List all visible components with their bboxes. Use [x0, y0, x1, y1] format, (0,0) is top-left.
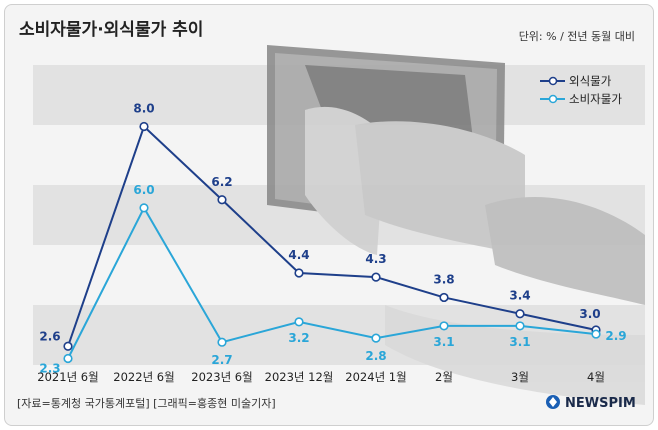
- data-label: 2.6: [39, 329, 60, 343]
- data-label: 2.7: [211, 353, 232, 367]
- x-tick-label: 2022년 6월: [113, 370, 174, 384]
- x-tick-label: 2023년 12월: [265, 370, 334, 384]
- data-label: 4.4: [288, 248, 309, 262]
- source-note: [자료=통계청 국가통계포털] [그래픽=홍종현 미술기자]: [17, 396, 276, 410]
- data-point: [515, 321, 525, 331]
- legend-marker-dining: [548, 76, 558, 86]
- title-group: 소비자물가·외식물가 추이 단위: % / 전년 동월 대비: [19, 20, 635, 43]
- legend-label-dining: 외식물가: [569, 74, 612, 88]
- x-tick-label: 2024년 1월: [345, 370, 406, 384]
- x-axis-ticks: 2021년 6월 2022년 6월 2023년 6월 2023년 12월 2024년 1…: [37, 370, 605, 384]
- x-tick-label: 2023년 6월: [191, 370, 252, 384]
- data-point: [439, 292, 449, 303]
- data-label: 2.9: [605, 329, 626, 343]
- x-tick-label: 3월: [511, 370, 529, 384]
- unit-label: 단위: % / 전년 동월 대비: [519, 30, 635, 43]
- data-label: 3.0: [579, 307, 600, 321]
- data-point: [294, 268, 304, 278]
- data-point: [139, 203, 149, 213]
- x-tick-label: 2021년 6월: [37, 370, 98, 384]
- chart-title: 소비자물가·외식물가 추이: [19, 20, 203, 40]
- data-point: [217, 337, 227, 347]
- data-point: [63, 353, 73, 364]
- data-label: 3.1: [509, 335, 530, 349]
- data-label: 3.1: [433, 335, 454, 349]
- series-line-0: [67, 124, 597, 347]
- legend: 외식물가 소비자물가: [540, 74, 622, 106]
- data-point: [294, 317, 304, 327]
- wallet-hand-illustration: [267, 45, 645, 405]
- data-point: [371, 333, 381, 343]
- data-point: [515, 309, 525, 319]
- data-point: [217, 195, 227, 205]
- x-tick-label: 2월: [435, 370, 453, 384]
- logo-text: NEWSPIM: [565, 396, 636, 411]
- data-label: 3.8: [433, 272, 454, 286]
- legend-label-consumer: 소비자물가: [569, 92, 622, 106]
- series-line-1: [67, 205, 597, 359]
- data-point: [139, 121, 149, 132]
- data-label: 6.0: [133, 183, 154, 197]
- chart-frame: 소비자물가·외식물가 추이 단위: % / 전년 동월 대비 외식물가 소비자물…: [4, 4, 654, 426]
- x-tick-label: 4월: [587, 370, 605, 384]
- data-point: [371, 272, 381, 282]
- legend-marker-consumer: [548, 94, 558, 104]
- data-point: [591, 329, 601, 339]
- data-label: 3.4: [509, 289, 530, 303]
- data-point: [63, 341, 73, 351]
- series-group: 2.6 8.0 6.2 4.4 4.3 3.8 3.4 3.0 2.3 6.0 2.7 3.2 2.8 3…: [39, 102, 626, 376]
- data-label: 3.2: [288, 331, 309, 345]
- data-label: 6.2: [211, 175, 232, 189]
- newspim-logo: NEWSPIM: [546, 395, 636, 411]
- chart-svg: 소비자물가·외식물가 추이 단위: % / 전년 동월 대비 외식물가 소비자물…: [17, 20, 645, 411]
- data-label: 2.3: [39, 361, 60, 375]
- data-label: 2.8: [365, 349, 386, 363]
- data-point: [439, 321, 449, 331]
- data-label: 4.3: [365, 252, 386, 266]
- data-label: 8.0: [133, 102, 154, 116]
